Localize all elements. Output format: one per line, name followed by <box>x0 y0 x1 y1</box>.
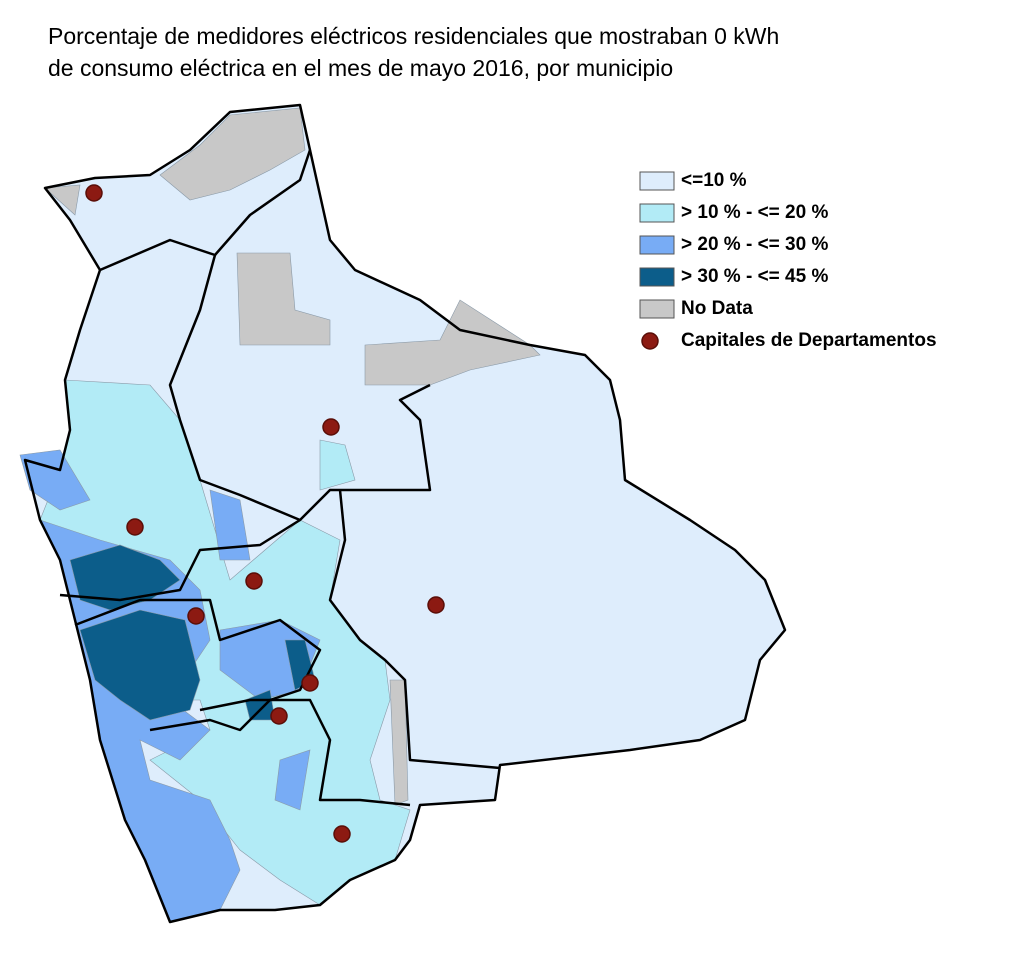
region <box>319 439 356 491</box>
capital-marker <box>85 184 103 202</box>
legend-label: Capitales de Departamentos <box>681 330 937 351</box>
legend-swatch <box>639 235 675 255</box>
legend-label: > 30 % - <= 45 % <box>681 266 828 287</box>
region <box>19 449 91 511</box>
country-border <box>23 103 787 924</box>
region <box>389 679 409 806</box>
department-border <box>328 489 501 770</box>
department-border <box>59 518 301 602</box>
legend-swatch <box>639 171 675 191</box>
legend-symbol <box>641 332 659 350</box>
capital-marker <box>427 596 445 614</box>
legend-label: > 20 % - <= 30 % <box>681 234 828 255</box>
department-border <box>199 698 411 807</box>
capital-marker <box>322 418 340 436</box>
legend: <=10 % > 10 % - <= 20 % > 20 % - <= 30 % > … <box>639 170 937 351</box>
region <box>274 749 311 811</box>
capital-marker <box>245 572 263 590</box>
region <box>44 184 81 216</box>
legend-swatch <box>639 267 675 287</box>
legend-swatch <box>639 203 675 223</box>
legend-label: > 10 % - <= 20 % <box>681 202 828 223</box>
capital-marker <box>333 825 351 843</box>
legend-swatch <box>639 299 675 319</box>
department-border <box>214 149 312 256</box>
capital-marker <box>187 607 205 625</box>
legend-label: <=10 % <box>681 170 747 191</box>
capital-marker <box>126 518 144 536</box>
map <box>19 103 787 924</box>
region <box>209 489 251 561</box>
title-line: de consumo eléctrica en el mes de mayo 2… <box>48 55 673 81</box>
capital-marker <box>301 674 319 692</box>
region <box>364 299 541 386</box>
department-border <box>99 238 432 522</box>
region <box>159 107 306 201</box>
region <box>236 252 331 346</box>
region <box>79 609 201 721</box>
capital-marker <box>270 707 288 725</box>
department-border <box>74 598 322 732</box>
title-line: Porcentaje de medidores eléctricos resid… <box>48 23 779 49</box>
legend-label: No Data <box>681 298 753 319</box>
